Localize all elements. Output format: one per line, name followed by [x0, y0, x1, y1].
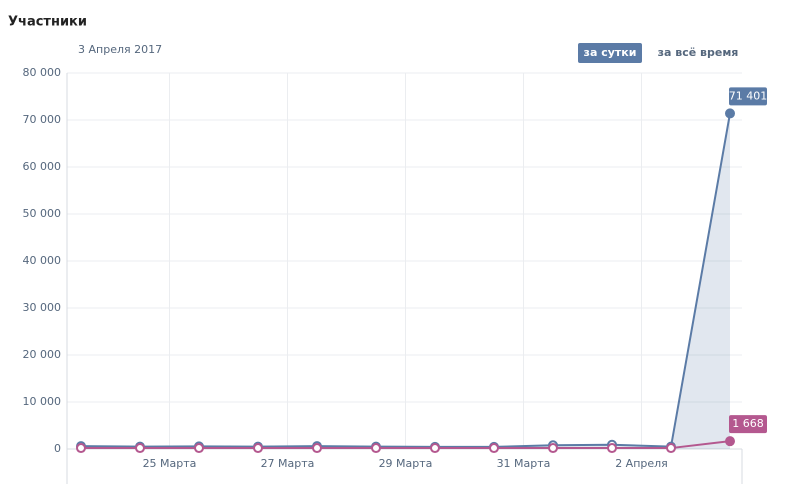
chart-title: Участники [8, 15, 87, 30]
y-tick-label: 20 000 [23, 348, 62, 361]
x-tick-label: 29 Марта [379, 457, 433, 470]
button-bg[interactable] [578, 43, 642, 63]
point [725, 436, 735, 447]
line [80, 113, 731, 448]
chart-subtitle: 3 Апреля 2017 [78, 43, 162, 56]
y-tick-label: 40 000 [23, 254, 62, 267]
point [135, 443, 145, 454]
y-tick-label: 30 000 [23, 301, 62, 314]
point [666, 443, 676, 454]
y-tick-label: 60 000 [23, 160, 62, 173]
y-tick-label: 50 000 [23, 207, 62, 220]
value-label-bg [729, 415, 767, 434]
point [371, 443, 381, 454]
point [548, 443, 558, 454]
point [489, 443, 499, 454]
x-tick-label: 27 Марта [261, 457, 315, 470]
x-tick-label: 31 Марта [497, 457, 551, 470]
point [430, 443, 440, 454]
point [312, 443, 322, 454]
x-tick-label: 2 Апреля [615, 457, 668, 470]
value-label: 71 401 [729, 89, 768, 102]
point [194, 443, 204, 454]
y-tick-label: 80 000 [23, 66, 62, 79]
value-label-bg [729, 87, 767, 106]
point [253, 443, 263, 454]
point [76, 443, 86, 454]
line [81, 440, 731, 450]
point [607, 443, 617, 454]
button[interactable]: за сутки [584, 46, 637, 59]
y-tick-label: 0 [54, 442, 61, 455]
y-tick-label: 70 000 [23, 113, 62, 126]
button[interactable]: за всё время [658, 46, 739, 59]
point [725, 108, 735, 119]
x-tick-label: 25 Марта [143, 457, 197, 470]
y-tick-label: 10 000 [23, 395, 62, 408]
value-label: 1 668 [732, 417, 764, 430]
